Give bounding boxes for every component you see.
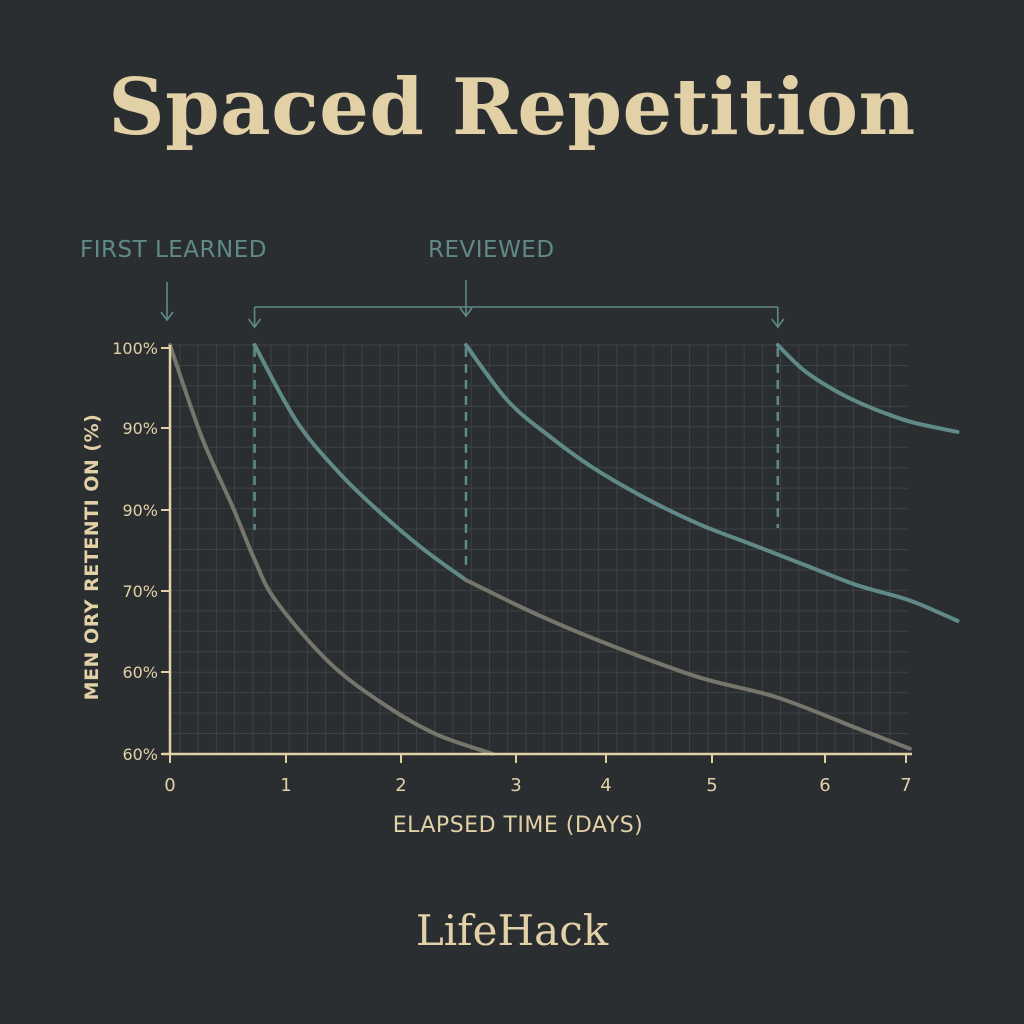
y-tick-label: 90% bbox=[122, 501, 158, 520]
chart-title: Spaced Repetition bbox=[108, 62, 916, 153]
x-tick-labels: 0 1 2 3 4 5 6 7 bbox=[164, 775, 911, 796]
series-line bbox=[168, 343, 495, 756]
x-tick-label: 5 bbox=[706, 775, 717, 796]
brand-logo: LifeHack bbox=[415, 906, 609, 955]
review-arrow-3 bbox=[771, 307, 785, 329]
x-tick-label: 7 bbox=[900, 775, 911, 796]
series-lines bbox=[168, 343, 960, 756]
reviewed-label: REVIEWED bbox=[428, 237, 555, 263]
y-tick-label: 70% bbox=[122, 582, 158, 601]
y-tick-label: 100% bbox=[112, 339, 158, 358]
first-learned-label: FIRST LEARNED bbox=[80, 237, 267, 263]
y-tick-label: 60% bbox=[122, 745, 158, 764]
x-tick-label: 3 bbox=[510, 775, 521, 796]
series-line bbox=[252, 343, 468, 583]
review-arrow-1 bbox=[247, 307, 262, 329]
y-axis-label: MEN ORY RETENTI ON (%) bbox=[81, 414, 103, 701]
x-tick-label: 1 bbox=[280, 775, 291, 796]
series-line bbox=[463, 343, 960, 623]
review-arrow-2 bbox=[459, 280, 473, 318]
chart-axes bbox=[161, 345, 912, 763]
chart-grid bbox=[170, 344, 908, 754]
review-markers bbox=[253, 348, 780, 568]
y-tick-labels: 100% 90% 90% 70% 60% 60% bbox=[112, 339, 158, 764]
y-tick-label: 60% bbox=[122, 663, 158, 682]
y-tick-label: 90% bbox=[122, 419, 158, 438]
x-tick-label: 0 bbox=[164, 775, 175, 796]
series-line bbox=[775, 343, 960, 434]
x-tick-label: 4 bbox=[600, 775, 611, 796]
x-axis-label: ELAPSED TIME (DAYS) bbox=[393, 813, 644, 838]
series-line bbox=[463, 578, 912, 751]
review-bracket bbox=[160, 280, 785, 329]
x-tick-label: 6 bbox=[819, 775, 830, 796]
x-tick-label: 2 bbox=[395, 775, 406, 796]
first-learned-arrow bbox=[160, 282, 174, 322]
